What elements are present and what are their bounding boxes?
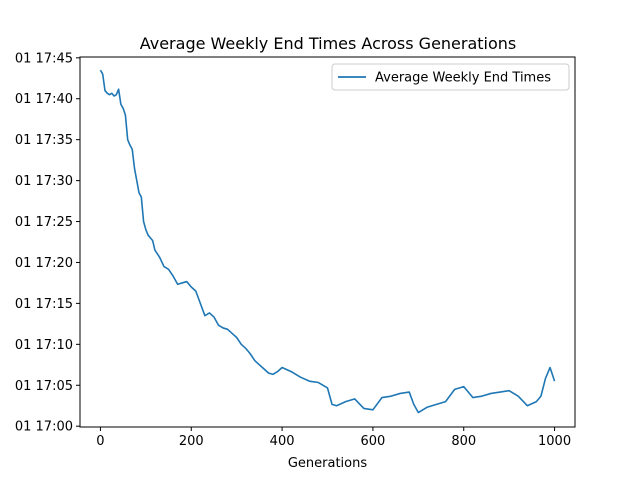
y-tick-label: 01 17:40 [15, 92, 73, 107]
y-tick-label: 01 17:05 [15, 379, 73, 394]
legend-box [331, 63, 570, 91]
x-tick-label: 0 [96, 434, 104, 449]
y-tick-label: 01 17:00 [15, 420, 73, 435]
y-tick-label: 01 17:45 [15, 51, 73, 66]
y-tick-label: 01 17:35 [15, 133, 73, 148]
legend-label: Average Weekly End Times [375, 71, 551, 86]
y-tick-label: 01 17:20 [15, 256, 73, 271]
legend: Average Weekly End Times [331, 63, 570, 91]
y-axis: 01 17:00 01 17:05 01 17:10 01 17:15 01 17:20… [15, 51, 80, 435]
y-tick-label: 01 17:25 [15, 215, 73, 230]
plot-frame [79, 56, 576, 428]
x-tick-label: 1000 [538, 434, 571, 449]
x-tick-label: 400 [270, 434, 295, 449]
x-tick-label: 800 [451, 434, 476, 449]
plot-area [79, 56, 576, 428]
chart-title: Average Weekly End Times Across Generati… [140, 34, 517, 53]
y-tick-label: 01 17:15 [15, 297, 73, 312]
y-tick-label: 01 17:30 [15, 174, 73, 189]
x-tick-label: 200 [179, 434, 204, 449]
x-axis-label: Generations [288, 456, 368, 471]
series-line-0 [99, 69, 556, 414]
x-axis: 0 200 400 600 800 1000 [96, 427, 571, 449]
x-tick-label: 600 [360, 434, 385, 449]
y-tick-label: 01 17:10 [15, 338, 73, 353]
